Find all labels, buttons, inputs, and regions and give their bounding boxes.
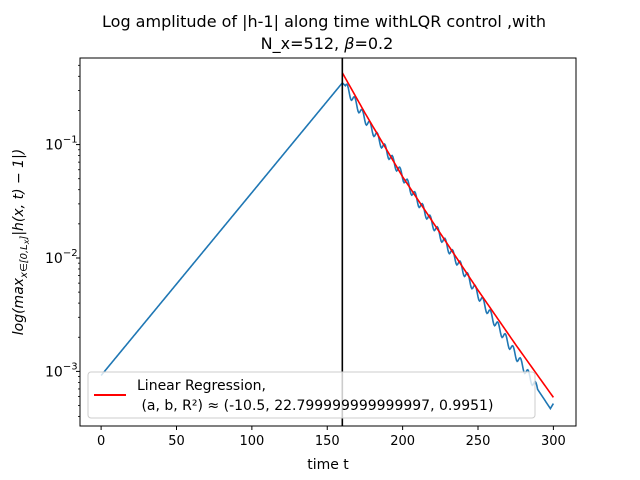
legend: Linear Regression, (a, b, R²) ≈ (-10.5, …	[87, 371, 536, 419]
x-axis-ticks: 0 50 100 150 200 250 300	[97, 426, 566, 449]
y-axis-ticks: 10−3 10−2 10−1	[45, 64, 80, 417]
y-tick-label: 10−2	[45, 248, 78, 267]
x-tick-label: 300	[541, 434, 566, 449]
legend-label-line1: Linear Regression,	[137, 378, 266, 394]
y-axis-label: log(maxx∈[0,Lx]|h(x, t) − 1|)	[11, 149, 31, 336]
x-tick-label: 100	[239, 434, 264, 449]
x-tick-label: 0	[97, 434, 105, 449]
x-axis-label: time t	[307, 457, 349, 473]
beta-symbol: β	[343, 34, 354, 53]
chart-title-line1: Log amplitude of |h-1| along time withLQ…	[102, 12, 546, 31]
x-tick-label: 250	[466, 434, 491, 449]
series-measured-line	[100, 81, 555, 411]
y-tick-label: 10−3	[45, 361, 78, 380]
chart-title-line2: N_x=512, β=0.2	[261, 34, 394, 54]
series-regression-line	[341, 72, 555, 398]
plot-area	[100, 58, 555, 426]
x-tick-label: 200	[390, 434, 415, 449]
x-tick-label: 50	[168, 434, 185, 449]
x-tick-label: 150	[315, 434, 340, 449]
legend-box	[87, 371, 536, 419]
axes-frame	[79, 57, 577, 427]
y-tick-label: 10−1	[45, 135, 78, 154]
legend-label-line2: (a, b, R²) ≈ (-10.5, 22.799999999999997,…	[137, 398, 493, 414]
